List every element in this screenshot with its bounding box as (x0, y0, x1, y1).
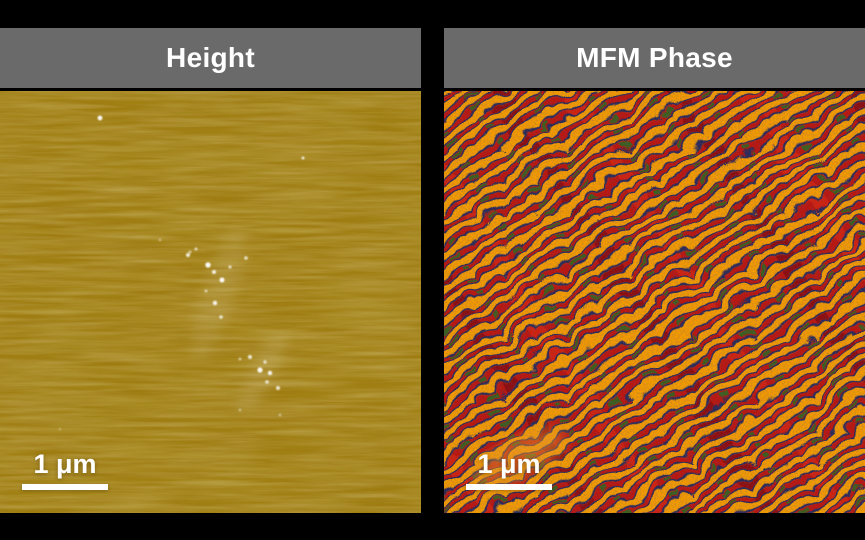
mfm-smudge (472, 428, 566, 490)
afm-height-image: 1 μm (0, 91, 421, 513)
scale-bar-line-mfm (466, 484, 552, 490)
surface-particle-specks (58, 115, 305, 431)
panel-height: Height (0, 28, 421, 513)
scale-bar-line-height (22, 484, 108, 490)
panel-header-mfm: MFM Phase (444, 28, 865, 88)
panel-header-height: Height (0, 28, 421, 88)
mfm-image-canvas (444, 91, 865, 513)
panel-title-mfm: MFM Phase (576, 42, 733, 73)
panel-title-height: Height (166, 42, 255, 73)
scale-bar-label-height: 1 μm (33, 449, 97, 479)
scale-bar-height: 1 μm (22, 451, 108, 490)
height-image-canvas (0, 91, 421, 513)
scale-bar-mfm: 1 μm (466, 451, 552, 490)
debris-haze (191, 229, 286, 414)
panel-mfm: MFM Phase (444, 28, 865, 513)
scale-bar-label-mfm: 1 μm (477, 449, 541, 479)
mfm-phase-image: 1 μm (444, 91, 865, 513)
